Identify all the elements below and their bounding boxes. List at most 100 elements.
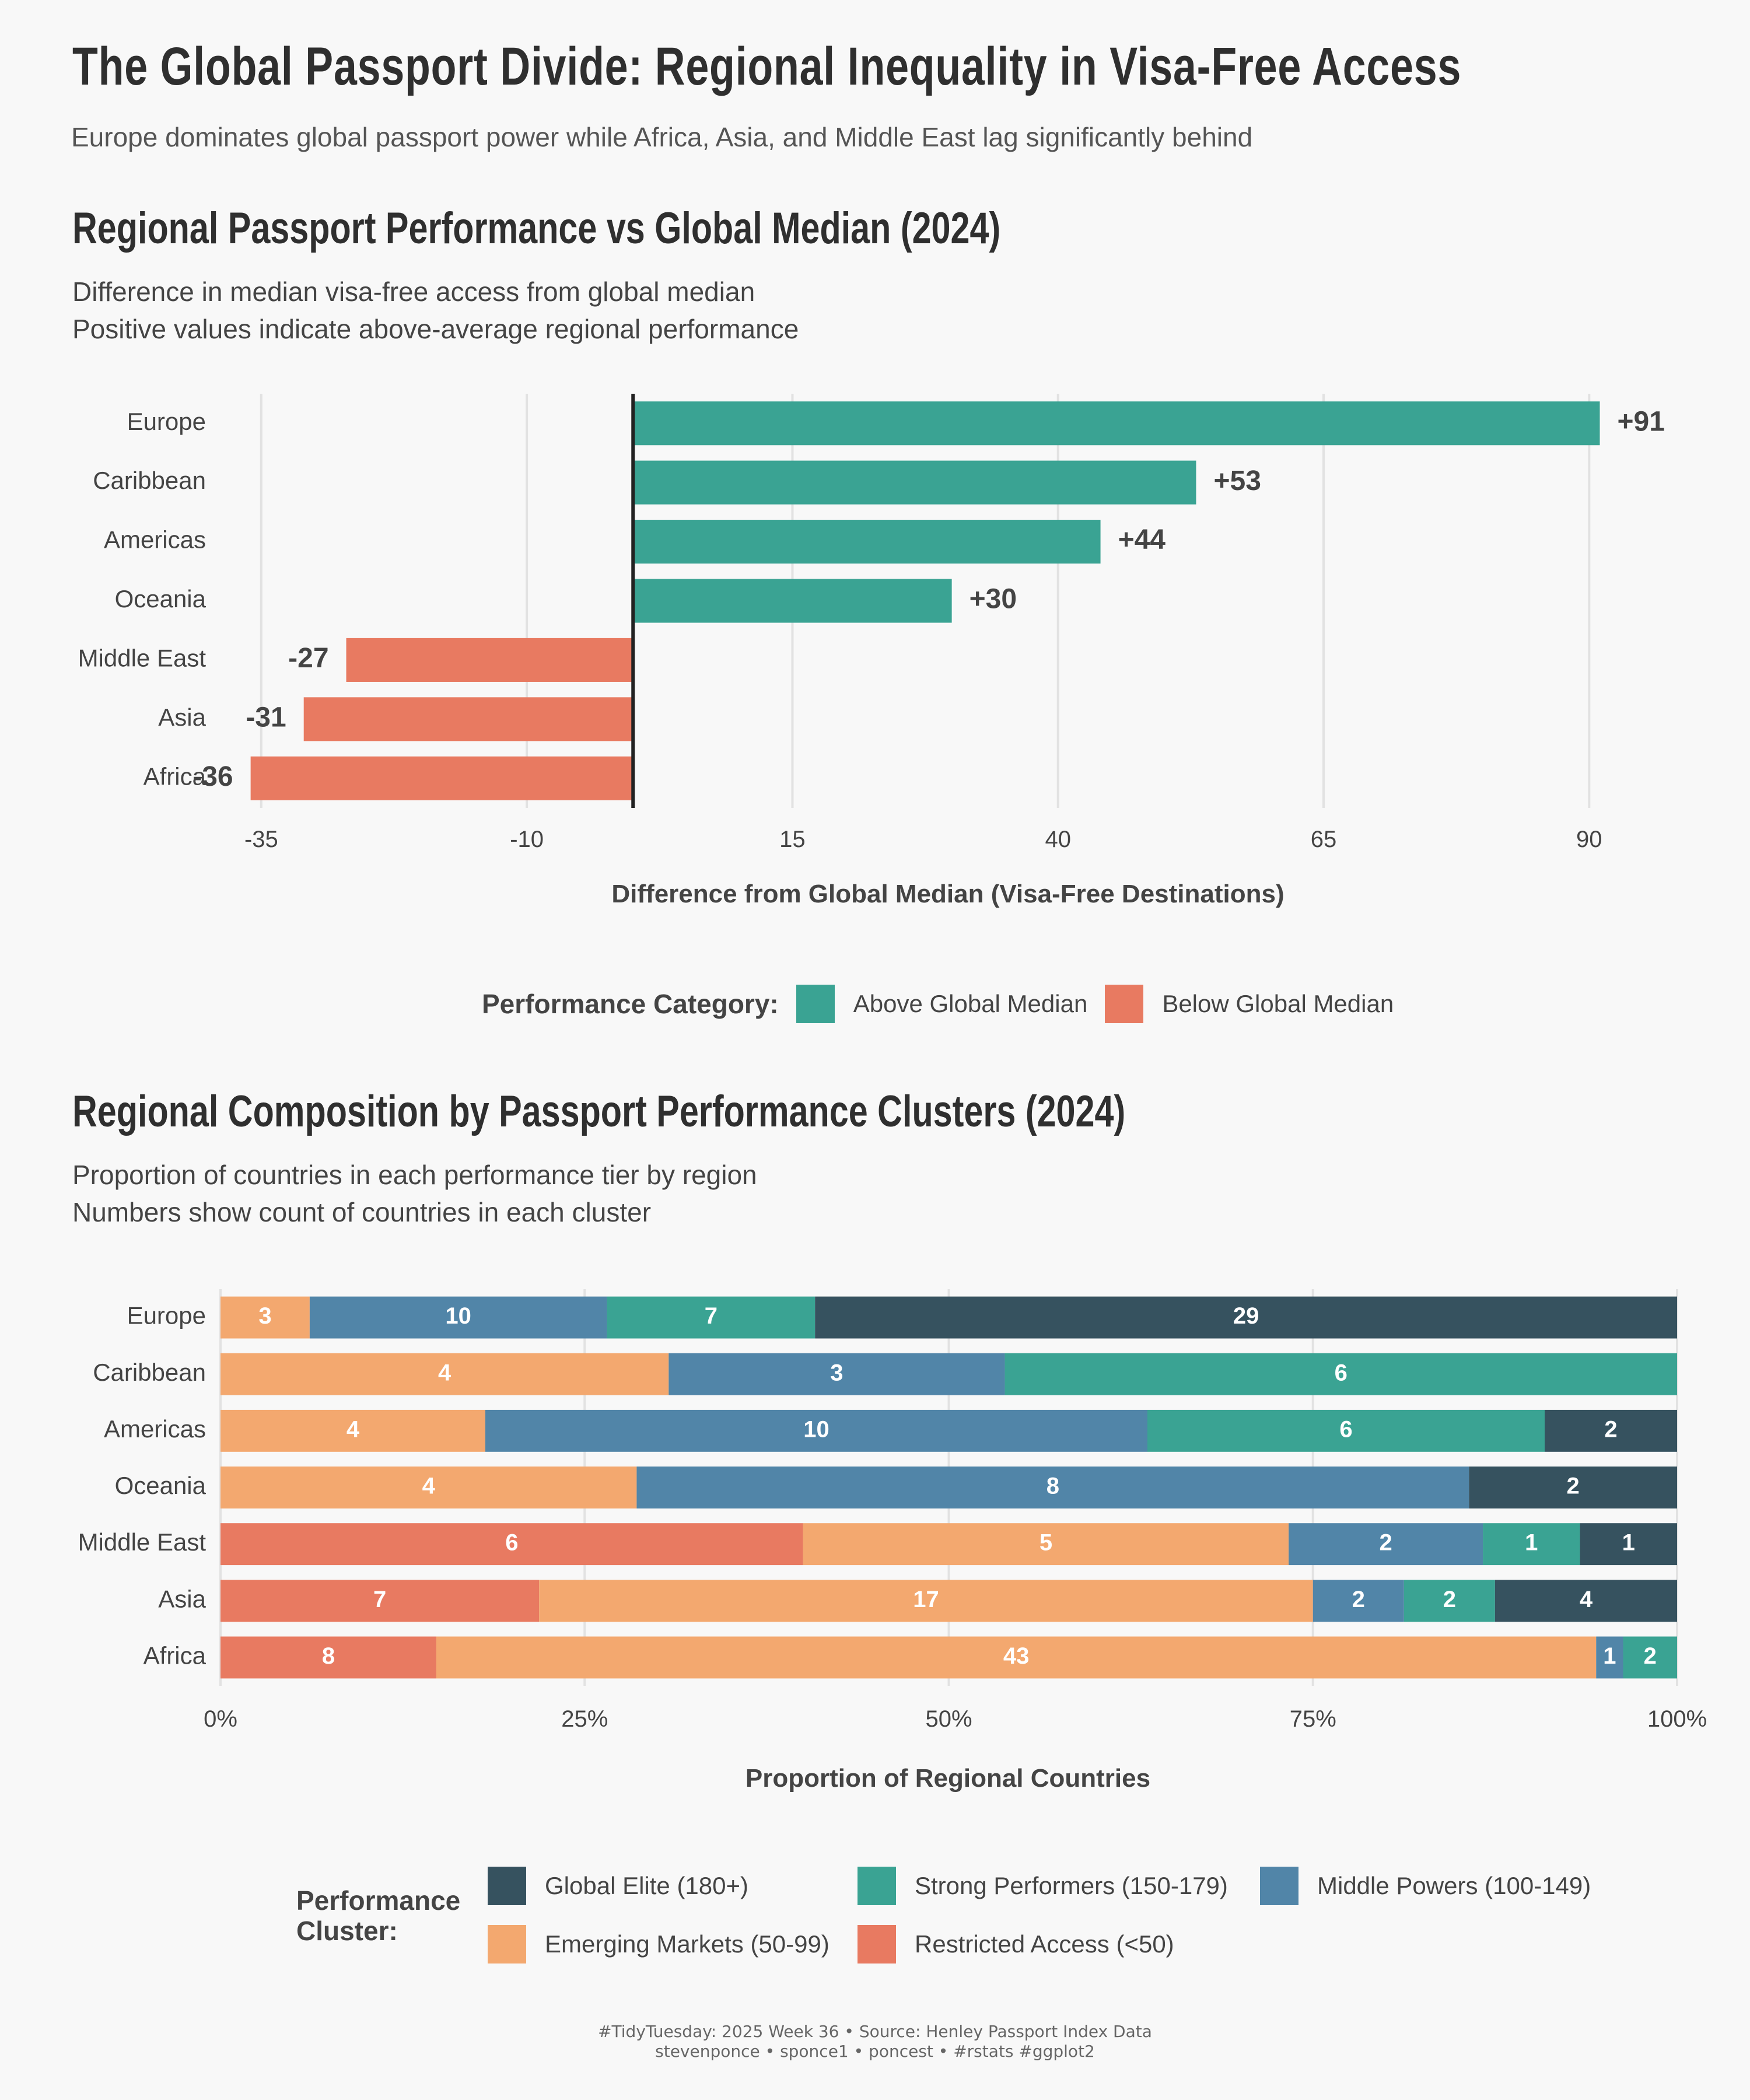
chart2-subtitle-line: Numbers show count of countries in each … bbox=[72, 1197, 652, 1227]
segment-americas bbox=[485, 1409, 1147, 1452]
y-tick-label: Europe bbox=[127, 1302, 206, 1329]
y-tick-label: Americas bbox=[104, 1415, 206, 1443]
segment-africa bbox=[220, 1636, 436, 1679]
segment-middle-east bbox=[1289, 1523, 1483, 1566]
caption-line-1: #TidyTuesday: 2025 Week 36 • Source: Hen… bbox=[598, 2022, 1152, 2041]
bar-middle-east bbox=[346, 638, 634, 682]
segment-count-label: 6 bbox=[1339, 1416, 1352, 1442]
legend-swatch-global-elite bbox=[488, 1867, 526, 1905]
bar-caribbean bbox=[633, 460, 1196, 505]
legend-swatch-emerging bbox=[488, 1925, 526, 1964]
y-tick-label: Oceania bbox=[115, 585, 206, 612]
x-tick-label: -10 bbox=[510, 827, 544, 852]
legend-item-middle: Middle Powers (100-149) bbox=[1260, 1867, 1591, 1905]
y-tick-label: Caribbean bbox=[93, 467, 206, 494]
x-tick-label: -35 bbox=[244, 827, 278, 852]
bar-europe bbox=[633, 401, 1600, 446]
x-tick-label: 40 bbox=[1045, 827, 1071, 852]
segment-count-label: 3 bbox=[830, 1360, 843, 1385]
segment-count-label: 4 bbox=[1580, 1587, 1593, 1612]
bar-asia bbox=[303, 697, 634, 741]
segment-oceania bbox=[220, 1466, 637, 1508]
segment-count-label: 7 bbox=[705, 1303, 718, 1329]
chart1-x-axis-title: Difference from Global Median (Visa-Free… bbox=[611, 880, 1284, 908]
segment-europe bbox=[815, 1296, 1677, 1339]
y-tick-label: Caribbean bbox=[93, 1359, 206, 1386]
segment-oceania bbox=[1469, 1466, 1677, 1508]
segment-count-label: 8 bbox=[322, 1643, 335, 1669]
segment-count-label: 8 bbox=[1046, 1474, 1059, 1499]
chart1-subtitle-line: Difference in median visa-free access fr… bbox=[72, 276, 755, 307]
segment-count-label: 4 bbox=[346, 1416, 360, 1442]
legend-swatch-above bbox=[796, 985, 835, 1023]
data-label: -31 bbox=[246, 702, 286, 733]
y-tick-label: Europe bbox=[127, 408, 206, 435]
data-label: +44 bbox=[1118, 524, 1166, 555]
segment-count-label: 6 bbox=[1335, 1360, 1348, 1385]
segment-middle-east bbox=[1580, 1523, 1677, 1566]
segment-americas bbox=[1545, 1409, 1677, 1452]
segment-asia bbox=[1312, 1580, 1404, 1622]
segment-middle-east bbox=[803, 1523, 1289, 1566]
segment-count-label: 10 bbox=[445, 1303, 471, 1329]
data-label: +91 bbox=[1618, 406, 1665, 437]
segment-count-label: 29 bbox=[1233, 1303, 1259, 1329]
segment-count-label: 1 bbox=[1603, 1643, 1616, 1669]
chart1-subtitle-line: Positive values indicate above-average r… bbox=[72, 314, 799, 344]
segment-africa bbox=[1596, 1636, 1623, 1679]
bar-oceania bbox=[633, 579, 952, 623]
segment-count-label: 1 bbox=[1525, 1530, 1538, 1556]
legend-label-below: Below Global Median bbox=[1162, 990, 1394, 1017]
segment-caribbean bbox=[668, 1353, 1005, 1395]
y-tick-label: Americas bbox=[104, 526, 206, 554]
legend-item-global-elite: Global Elite (180+) bbox=[488, 1867, 748, 1905]
segment-count-label: 4 bbox=[422, 1474, 436, 1499]
segment-count-label: 17 bbox=[913, 1587, 939, 1612]
segment-europe bbox=[607, 1296, 816, 1339]
segment-asia bbox=[220, 1580, 540, 1622]
legend-label: Global Elite (180+) bbox=[545, 1872, 749, 1899]
y-tick-label: Asia bbox=[158, 704, 206, 731]
segment-caribbean bbox=[220, 1353, 669, 1395]
x-tick-label: 15 bbox=[779, 827, 806, 852]
segment-count-label: 5 bbox=[1040, 1530, 1052, 1556]
bar-africa bbox=[250, 756, 634, 800]
segment-oceania bbox=[636, 1466, 1469, 1508]
chart1-title: Regional Passport Performance vs Global … bbox=[72, 204, 1001, 253]
legend-label: Emerging Markets (50-99) bbox=[545, 1930, 830, 1958]
caption-line-2: stevenponce • sponce1 • poncest • #rstat… bbox=[655, 2042, 1095, 2061]
x-tick-label: 75% bbox=[1290, 1706, 1336, 1732]
page-title: The Global Passport Divide: Regional Ine… bbox=[72, 37, 1462, 96]
bar-americas bbox=[633, 520, 1101, 564]
segment-count-label: 2 bbox=[1443, 1587, 1456, 1612]
legend-label: Strong Performers (150-179) bbox=[915, 1872, 1228, 1899]
segment-caribbean bbox=[1005, 1353, 1677, 1395]
y-tick-label: Africa bbox=[144, 1642, 206, 1670]
chart2-legend-title-line: Performance bbox=[296, 1885, 461, 1916]
y-tick-label: Asia bbox=[158, 1585, 206, 1612]
legend-item-restricted: Restricted Access (<50) bbox=[858, 1925, 1174, 1964]
segment-count-label: 43 bbox=[1003, 1643, 1030, 1669]
legend-swatch-strong bbox=[858, 1867, 896, 1905]
segment-africa bbox=[436, 1636, 1597, 1679]
segment-count-label: 7 bbox=[373, 1587, 386, 1612]
segment-count-label: 1 bbox=[1622, 1530, 1635, 1556]
legend-swatch-below bbox=[1105, 985, 1144, 1023]
y-tick-label: Middle East bbox=[78, 645, 206, 672]
legend-label: Middle Powers (100-149) bbox=[1317, 1872, 1591, 1899]
segment-africa bbox=[1623, 1636, 1677, 1679]
chart2-subtitle: Proportion of countries in each performa… bbox=[72, 1156, 757, 1231]
chart2-legend-title-line: Cluster: bbox=[296, 1916, 398, 1946]
segment-count-label: 2 bbox=[1604, 1416, 1617, 1442]
segment-count-label: 4 bbox=[438, 1360, 452, 1385]
segment-count-label: 6 bbox=[505, 1530, 518, 1556]
data-label: +53 bbox=[1213, 466, 1261, 496]
legend-label-above: Above Global Median bbox=[853, 990, 1088, 1017]
data-label: -36 bbox=[192, 761, 233, 792]
segment-asia bbox=[1404, 1580, 1495, 1622]
y-tick-label: Middle East bbox=[78, 1528, 206, 1556]
legend-item-emerging: Emerging Markets (50-99) bbox=[488, 1925, 830, 1964]
segment-europe bbox=[220, 1296, 310, 1339]
segment-count-label: 2 bbox=[1567, 1474, 1580, 1499]
